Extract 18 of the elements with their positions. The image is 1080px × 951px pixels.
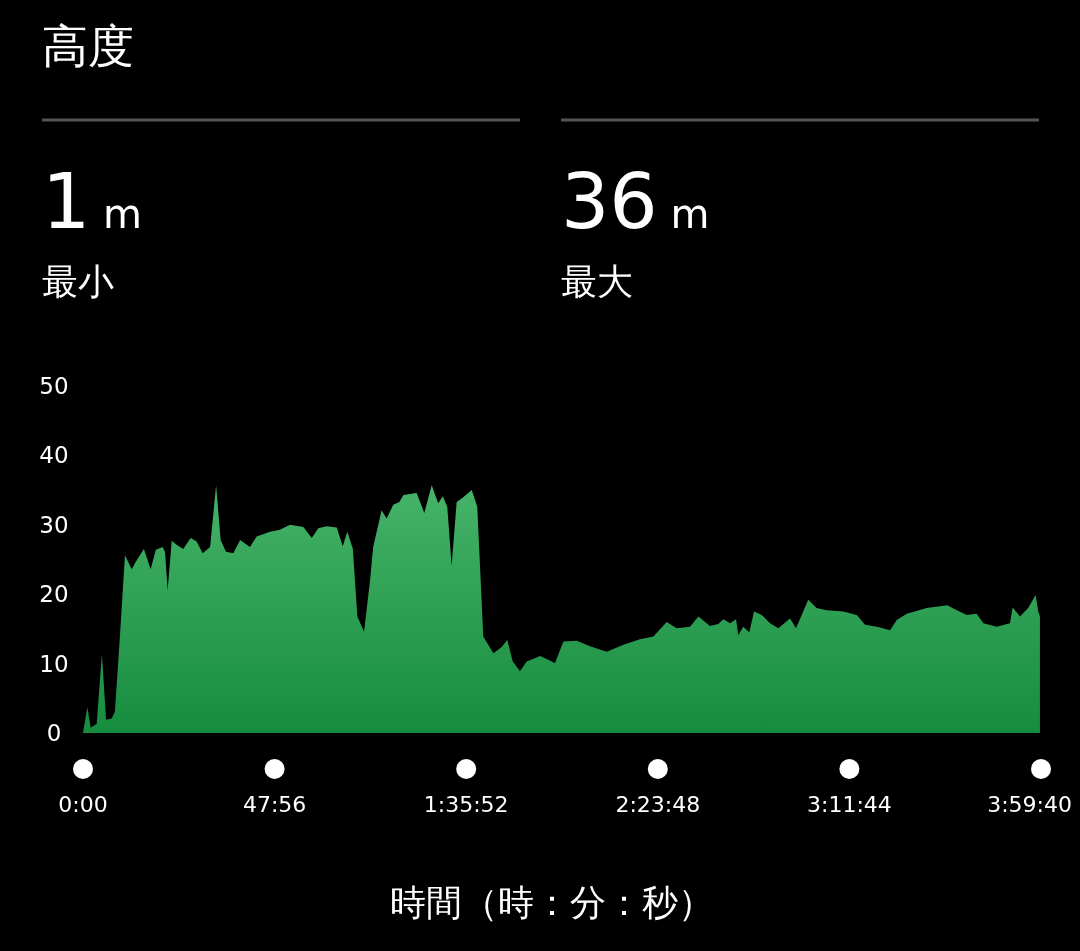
- x-axis-title: 時間（時：分：秒）: [390, 882, 714, 923]
- x-tick-label: 1:35:52: [423, 792, 509, 817]
- y-tick-label: 0: [46, 720, 62, 746]
- x-tick-label: 0:00: [58, 792, 108, 817]
- chart-title: 高度: [42, 19, 134, 73]
- x-tick-label: 3:59:40: [987, 792, 1072, 817]
- y-tick-label: 20: [39, 581, 69, 608]
- y-tick-label: 10: [39, 650, 69, 677]
- x-tick-label: 47:56: [242, 792, 307, 817]
- text: 最大: [561, 261, 633, 302]
- text: 1 m: [42, 157, 143, 246]
- y-tick-label: 40: [39, 442, 69, 469]
- y-tick-label: 30: [39, 511, 69, 538]
- text: 36 m: [561, 157, 710, 246]
- y-tick-label: 50: [39, 373, 69, 399]
- x-tick-label: 3:11:44: [806, 792, 892, 817]
- x-tick-label: 2:23:48: [615, 792, 701, 817]
- text: 最小: [42, 261, 114, 302]
